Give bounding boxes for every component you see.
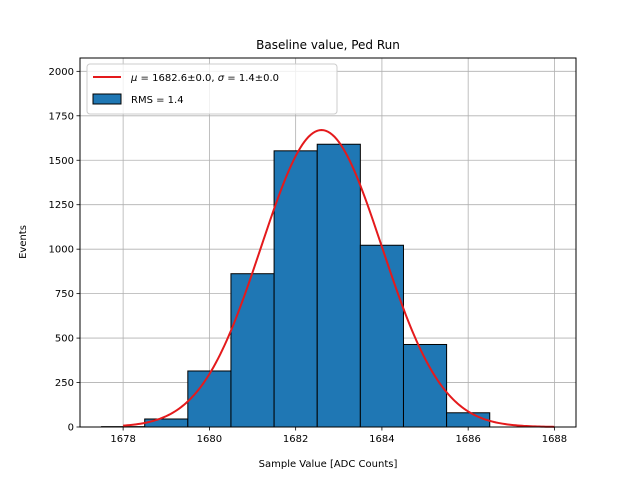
gaussian-fit-line xyxy=(123,129,555,428)
legend-histogram-swatch xyxy=(92,93,122,105)
y-tick-label: 250 xyxy=(55,378,74,389)
x-tick-label: 1678 xyxy=(110,434,135,445)
y-tick-label: 1250 xyxy=(49,200,74,211)
legend-sigma-symbol: σ xyxy=(218,73,225,84)
histogram-bar xyxy=(187,370,232,428)
y-tick-label: 2000 xyxy=(49,67,74,78)
legend-mu-text: = 1682.6±0.0, xyxy=(137,73,217,84)
histogram-bar xyxy=(402,343,448,428)
y-tick-label: 1000 xyxy=(49,245,74,256)
x-tick-label: 1680 xyxy=(197,434,222,445)
histogram-bars xyxy=(101,143,491,428)
x-axis-label: Sample Value [ADC Counts] xyxy=(259,459,398,470)
y-tick-label: 0 xyxy=(68,423,74,434)
legend: μ = 1682.6±0.0, σ = 1.4±0.0 RMS = 1.4 xyxy=(86,63,338,115)
histogram-bar xyxy=(316,143,361,428)
legend-mu-symbol: μ xyxy=(130,73,137,84)
legend-histogram-label: RMS = 1.4 xyxy=(131,95,184,106)
legend-sigma-text: = 1.4±0.0 xyxy=(224,73,279,84)
histogram-bar xyxy=(359,244,404,428)
plot-frame xyxy=(79,57,577,428)
x-axis-ticks: 1678 1680 1682 1684 1686 1688 xyxy=(110,427,567,445)
y-axis-ticks: 0 250 500 750 1000 1250 1500 1750 2000 xyxy=(49,67,80,434)
y-tick-label: 750 xyxy=(55,289,74,300)
histogram-bar xyxy=(446,412,491,428)
legend-box xyxy=(86,63,338,115)
x-tick-label: 1682 xyxy=(283,434,308,445)
y-tick-label: 1500 xyxy=(49,156,74,167)
y-tick-label: 1750 xyxy=(49,111,74,122)
x-tick-label: 1684 xyxy=(369,434,394,445)
y-axis-label: Events xyxy=(18,225,29,259)
x-tick-label: 1686 xyxy=(455,434,480,445)
histogram-bar xyxy=(144,418,189,428)
x-tick-label: 1688 xyxy=(542,434,567,445)
histogram-bar xyxy=(230,273,275,428)
chart-title: Baseline value, Ped Run xyxy=(256,38,400,52)
y-tick-label: 500 xyxy=(55,334,74,345)
legend-fit-label: μ = 1682.6±0.0, σ = 1.4±0.0 xyxy=(130,73,279,84)
